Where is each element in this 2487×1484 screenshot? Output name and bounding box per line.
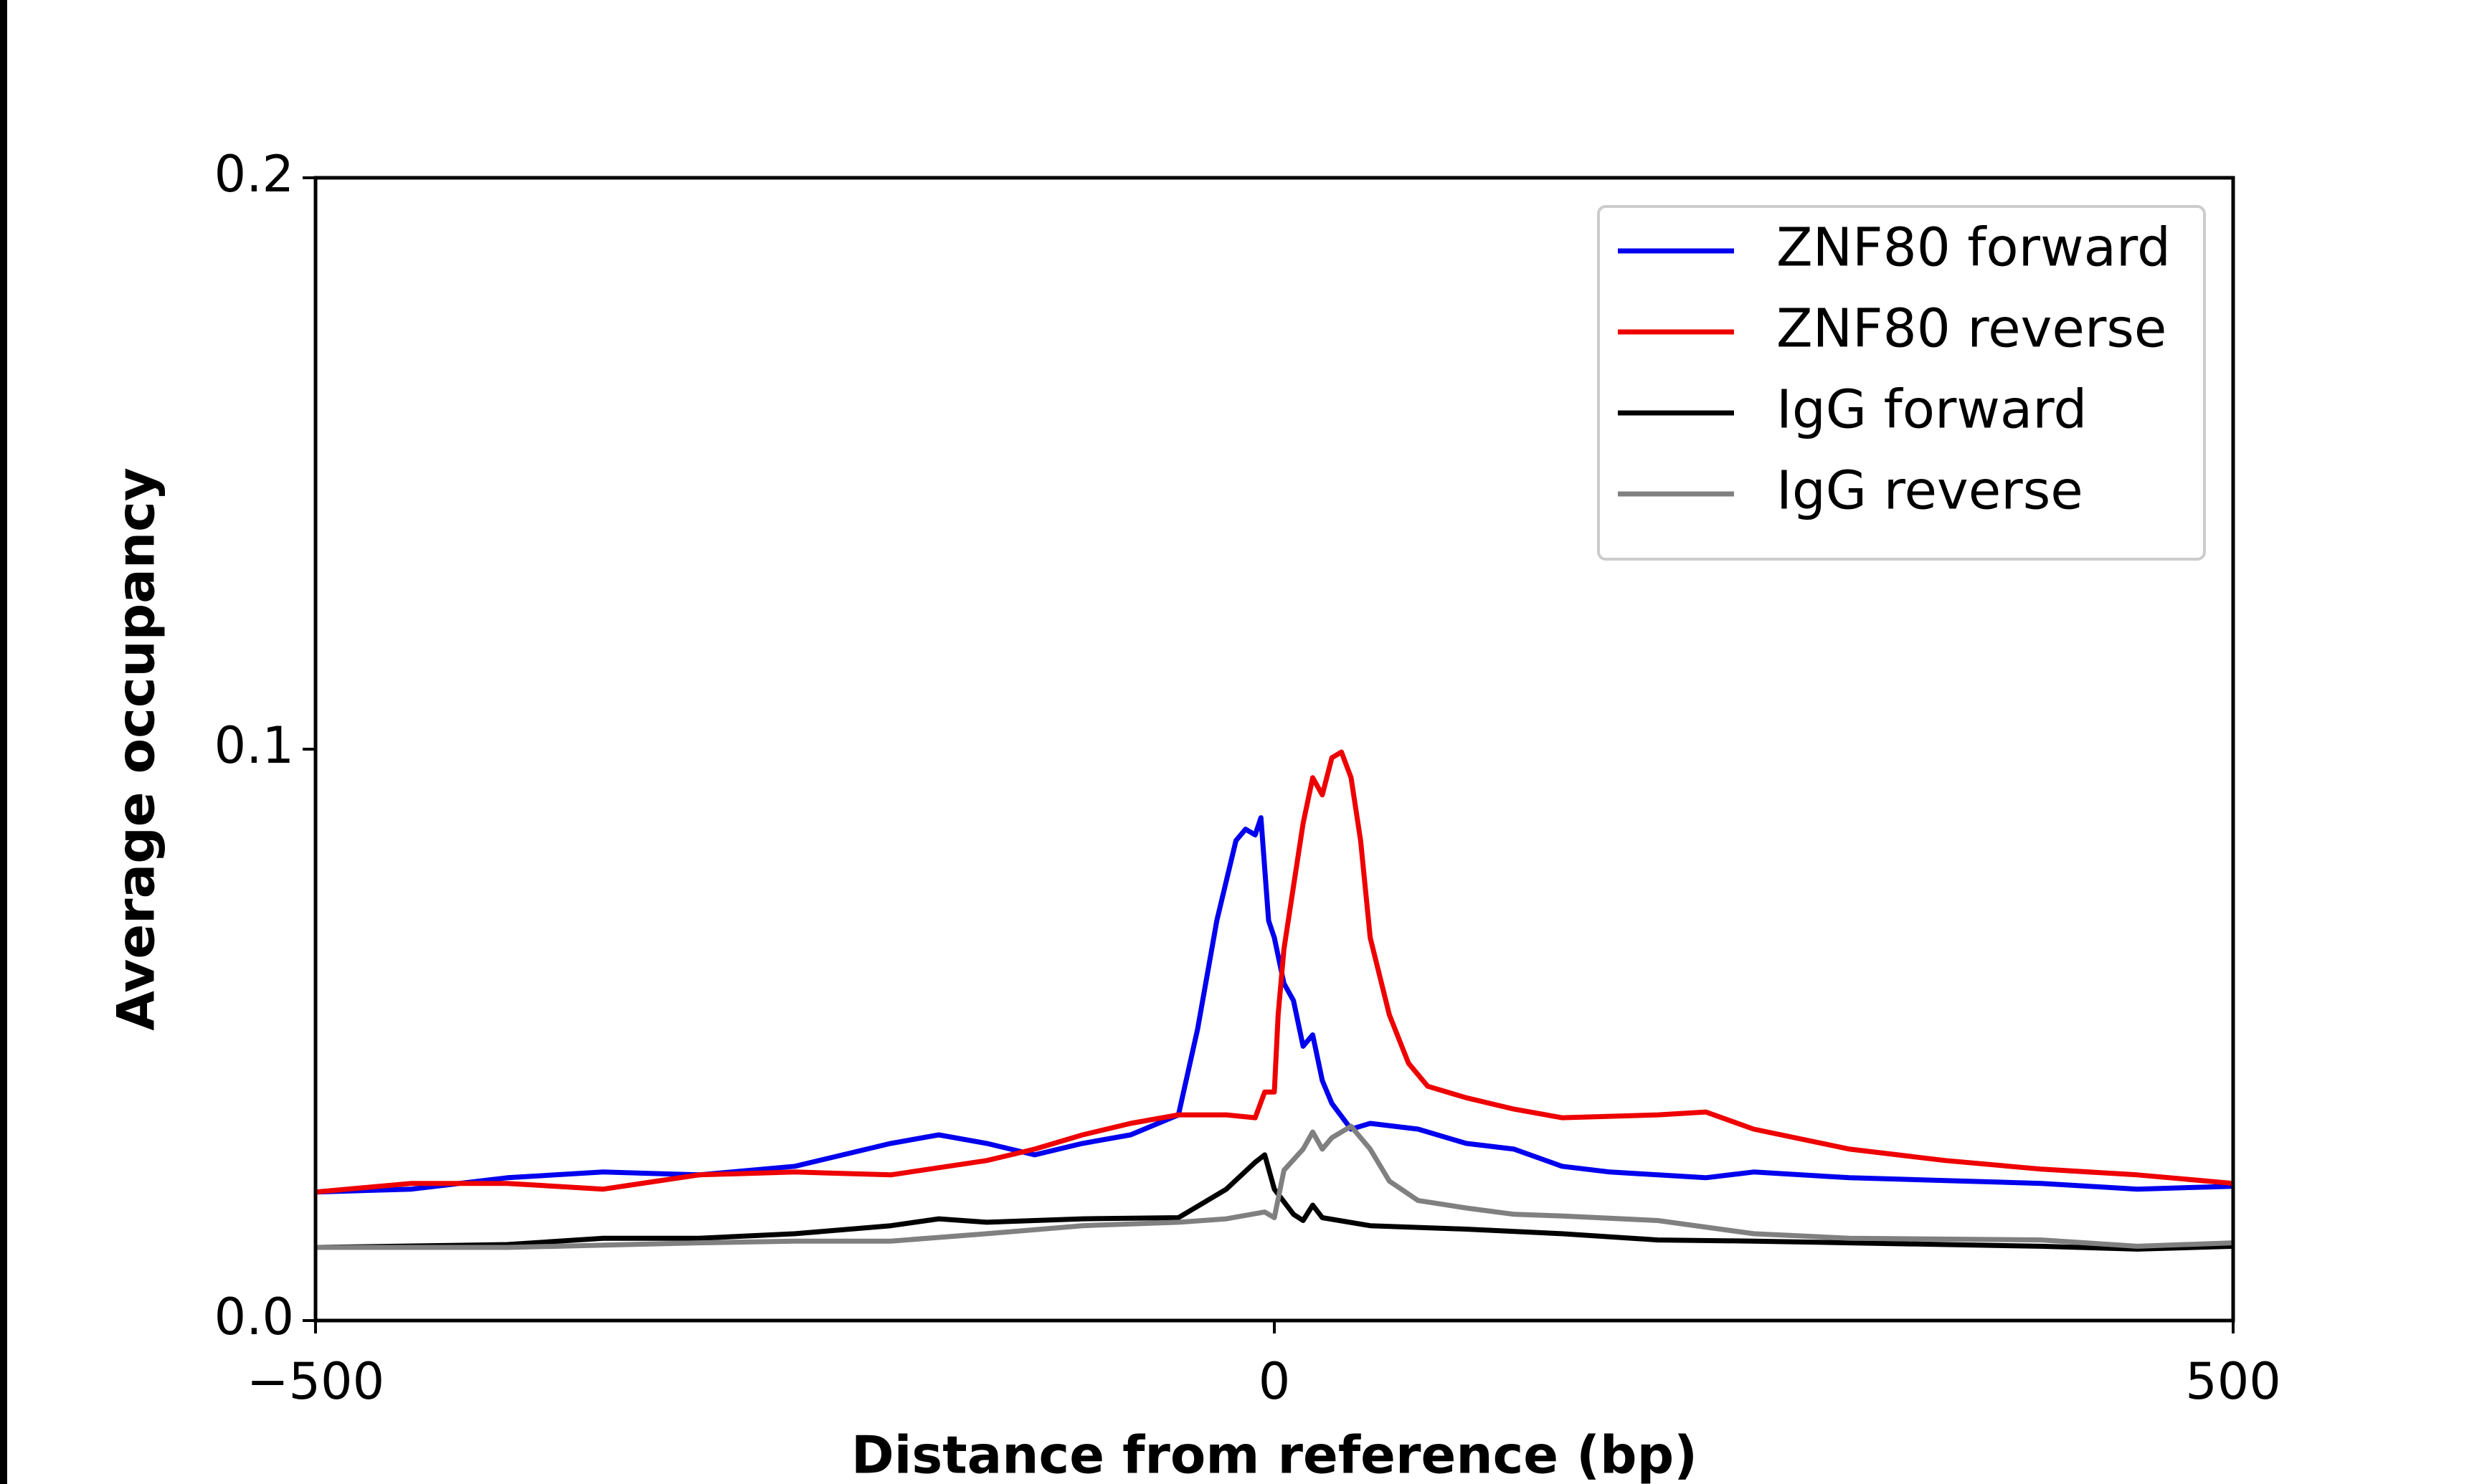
left-edge (0, 0, 7, 1484)
legend-label: IgG reverse (1776, 460, 2083, 522)
y-tick-label: 0.1 (214, 716, 294, 775)
series-line (316, 1123, 2234, 1250)
legend-label: ZNF80 forward (1776, 217, 2171, 279)
x-tick-label: 0 (1259, 1352, 1291, 1411)
x-tick-label: −500 (247, 1352, 384, 1411)
y-axis-label: Average occupancy (106, 467, 166, 1031)
series-line (315, 815, 2234, 1195)
y-tick-label: 0.2 (214, 145, 294, 204)
series-line (315, 1152, 2234, 1252)
plot-area: 0.0 0.1 0.2 −500 0 500 ZNF80 forward ZNF80 reve… (214, 145, 2281, 1411)
legend: ZNF80 forward ZNF80 reverse IgG forward IgG… (1597, 205, 2206, 561)
y-tick-label: 0.0 (214, 1288, 294, 1346)
x-axis-label: Distance from reference (bp) (851, 1425, 1697, 1484)
legend-label: IgG forward (1776, 379, 2087, 441)
x-tick-label: 500 (2185, 1352, 2281, 1411)
legend-box (1597, 205, 2206, 561)
series-line (315, 749, 2234, 1195)
legend-label: ZNF80 reverse (1776, 298, 2166, 360)
